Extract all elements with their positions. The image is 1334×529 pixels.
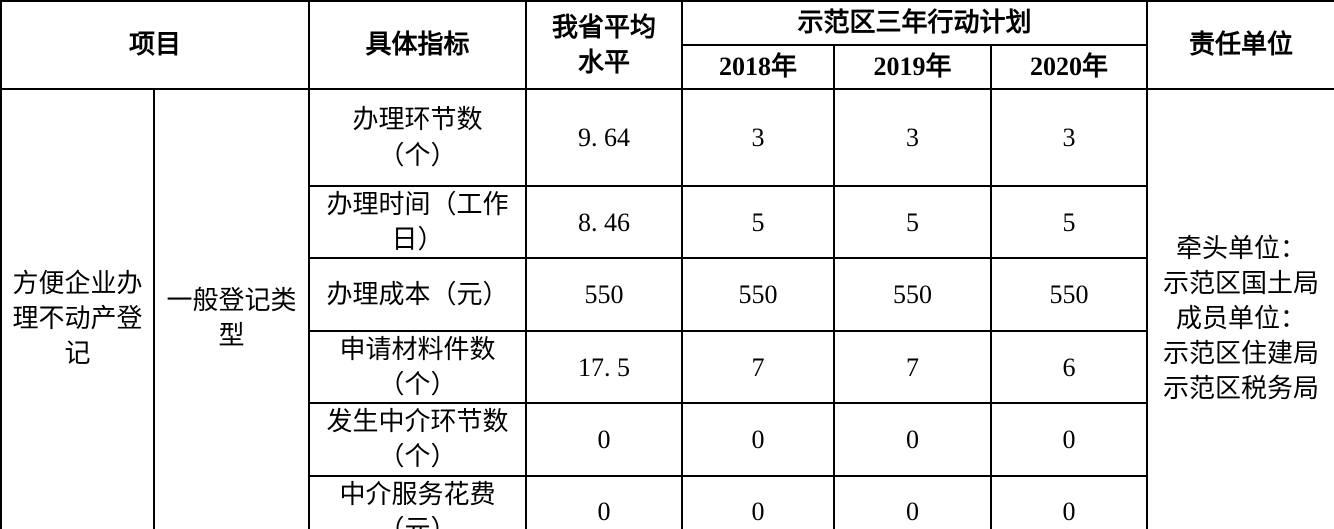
table-row: 办理成本（元） 550 550 550 550 [1,257,1334,333]
header-project: 项目 [0,0,311,90]
value-cell: 0 [833,402,993,477]
value-cell: 550 [833,257,993,333]
value-cell: 7 [681,330,836,405]
value-cell: 0 [990,402,1149,477]
value-cell: 7 [833,330,993,405]
header-year-2018: 2018年 [681,44,836,90]
project-cell: 方便企业办 理不动产登 记 [0,88,155,529]
value-cell: 0 [681,402,836,477]
value-cell: 3 [833,88,993,187]
value-cell: 9. 64 [525,88,684,187]
value-cell: 5 [833,184,993,260]
header-row-1: 项目 具体指标 我省平均 水平 示范区三年行动计划 责任单位 [0,0,1334,90]
value-cell: 0 [525,402,684,477]
indicator-cell: 申请材料件数 （个） [308,330,528,405]
header-indicator: 具体指标 [308,0,528,90]
table-row: 中介服务花费 （元） 0 0 0 0 [1,474,1334,529]
header-row-2: 2018年 2019年 2020年 [1,44,1334,90]
value-cell: 0 [525,474,684,529]
table-row: 申请材料件数 （个） 17. 5 7 7 6 [1,330,1334,405]
header-year-2019: 2019年 [833,44,993,90]
indicator-cell: 中介服务花费 （元） [308,474,528,529]
table-row: 办理时间（工作 日） 8. 46 5 5 5 [1,184,1334,260]
header-province-average: 我省平均 水平 [525,0,684,90]
indicator-cell: 办理成本（元） [308,257,528,333]
value-cell: 5 [990,184,1149,260]
value-cell: 8. 46 [525,184,684,260]
registration-type-cell: 一般登记类 型 [152,88,311,529]
header-year-2020: 2020年 [990,44,1149,90]
value-cell: 17. 5 [525,330,684,405]
value-cell: 3 [990,88,1149,187]
table-row: 方便企业办 理不动产登 记 一般登记类 型 办理环节数 （个） 9. 64 3 … [0,88,1334,529]
value-cell: 3 [681,88,836,187]
value-cell: 550 [525,257,684,333]
header-responsible-unit: 责任单位 [1146,0,1334,90]
value-cell: 550 [990,257,1149,333]
value-cell: 0 [990,474,1149,529]
indicator-cell: 办理环节数 （个） [308,88,528,187]
value-cell: 5 [681,184,836,260]
indicator-cell: 办理时间（工作 日） [308,184,528,260]
value-cell: 550 [681,257,836,333]
header-plan-group: 示范区三年行动计划 [681,0,1149,46]
value-cell: 0 [833,474,993,529]
value-cell: 6 [990,330,1149,405]
indicator-cell: 发生中介环节数 （个） [308,402,528,477]
table-row: 发生中介环节数 （个） 0 0 0 0 [1,402,1334,477]
responsible-unit-cell: 牵头单位： 示范区国土局 成员单位： 示范区住建局 示范区税务局 [1146,88,1334,529]
value-cell: 0 [681,474,836,529]
